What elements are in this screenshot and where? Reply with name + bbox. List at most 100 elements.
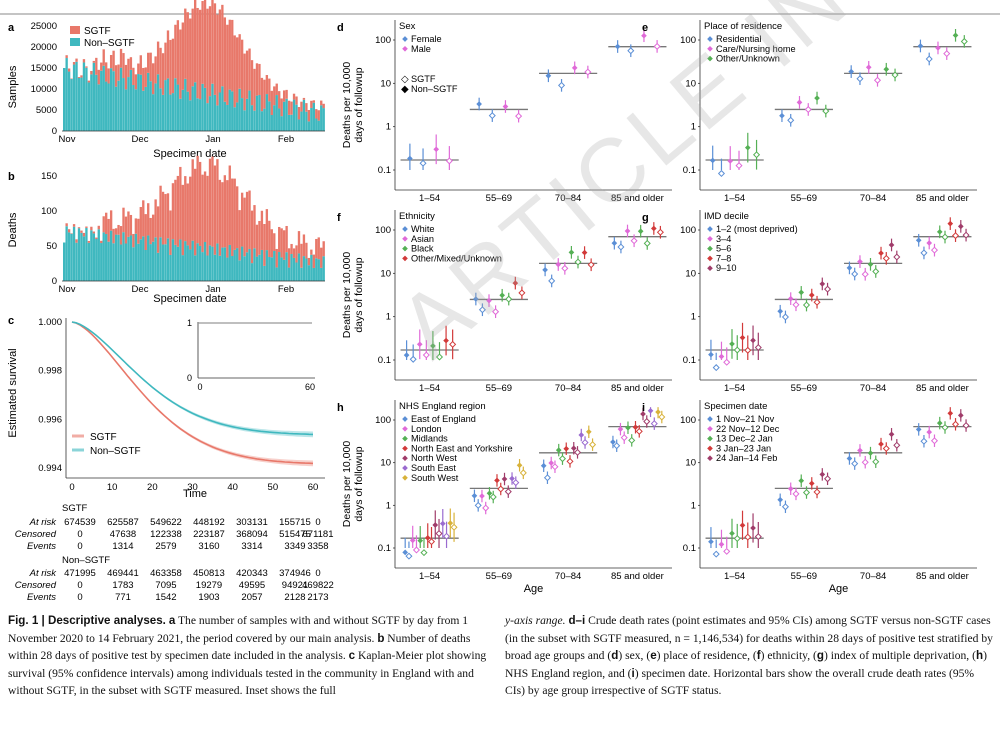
bar-nonsgtf <box>268 101 271 131</box>
legend-item: Other/Mixed/Unknown <box>411 253 502 263</box>
x-axis-title: Specimen date <box>153 293 226 305</box>
bar-nonsgtf <box>260 111 264 131</box>
x-tick-label: 70–84 <box>555 193 581 204</box>
bar-sgtf <box>287 100 291 115</box>
point-nonsgtf <box>627 47 635 55</box>
bar-nonsgtf <box>228 89 231 131</box>
bar-sgtf <box>307 110 311 122</box>
bar-nonsgtf <box>238 88 241 131</box>
bar-sgtf <box>97 225 100 230</box>
bar-nonsgtf <box>181 255 184 281</box>
bar-sgtf <box>156 206 160 253</box>
point-nonsgtf <box>882 444 890 453</box>
bar-nonsgtf <box>179 239 182 281</box>
bar-nonsgtf <box>216 243 219 281</box>
point-nonsgtf <box>822 107 830 115</box>
bar-sgtf <box>77 77 81 78</box>
bar-nonsgtf <box>156 252 160 281</box>
point-nonsgtf <box>435 353 444 361</box>
point-nonsgtf <box>643 239 651 247</box>
risk-cell: 368094 <box>236 529 268 540</box>
panel-b: b Deaths 150 100 50 0 Nov Dec Jan Feb Specimen… <box>7 155 325 305</box>
point-sgtf <box>447 520 454 526</box>
bar-sgtf <box>132 67 135 86</box>
bar-sgtf <box>226 24 229 105</box>
legend-swatch-nonsgtf <box>70 38 80 46</box>
point-sgtf <box>486 490 493 497</box>
point-sgtf <box>402 549 409 556</box>
point-sgtf <box>883 66 890 73</box>
bar-sgtf <box>302 97 306 100</box>
bar-sgtf <box>273 233 276 252</box>
bar-sgtf <box>105 212 108 235</box>
bar-nonsgtf <box>63 68 66 131</box>
point-nonsgtf <box>515 112 523 120</box>
bar-nonsgtf <box>171 93 175 131</box>
bar-sgtf <box>221 4 224 87</box>
bar-sgtf <box>159 185 162 238</box>
risk-cell: 515475 <box>279 529 311 540</box>
point-nonsgtf <box>497 485 505 493</box>
bar-nonsgtf <box>285 252 288 281</box>
bar-nonsgtf <box>112 243 115 281</box>
bar-nonsgtf <box>213 94 217 131</box>
bar-sgtf <box>280 98 283 117</box>
bar-sgtf <box>213 165 217 255</box>
y-tick-label: 100 <box>41 206 57 217</box>
bar-nonsgtf <box>275 95 278 131</box>
bar-nonsgtf <box>105 234 108 281</box>
legend-swatch <box>707 245 713 252</box>
point-nonsgtf <box>951 232 960 240</box>
point-nonsgtf <box>551 463 559 471</box>
bar-sgtf <box>245 50 249 99</box>
bar-nonsgtf <box>196 98 199 131</box>
risk-cell: 0 <box>77 580 82 591</box>
legend-swatch <box>402 435 408 442</box>
risk-row-label: At risk <box>29 517 58 528</box>
point-nonsgtf <box>658 413 666 421</box>
bar-nonsgtf <box>80 77 83 131</box>
y-tick-label: 100 <box>375 415 391 426</box>
legend-swatch <box>402 226 408 232</box>
legend-swatch <box>707 445 713 452</box>
bar-nonsgtf <box>275 267 278 281</box>
point-sgtf <box>486 297 492 304</box>
bar-sgtf <box>166 30 170 79</box>
point-nonsgtf <box>630 237 638 245</box>
bar-nonsgtf <box>245 252 249 281</box>
bar-sgtf <box>95 237 98 240</box>
panel-label: h <box>337 402 344 414</box>
bar-nonsgtf <box>236 248 239 281</box>
risk-row-label: Events <box>27 541 56 552</box>
risk-cell: 671181 <box>303 529 334 540</box>
legend-item: Male <box>411 44 431 54</box>
bar-sgtf <box>154 199 157 238</box>
legend-item: 1–2 (most deprived) <box>716 224 798 234</box>
bar-nonsgtf <box>285 98 288 131</box>
legend-title: Place of residence <box>704 21 782 32</box>
point-sgtf <box>777 496 784 503</box>
point-nonsgtf <box>584 68 592 76</box>
point-nonsgtf <box>873 76 882 84</box>
risk-cell: 1903 <box>198 592 219 603</box>
y-tick-label: 10 <box>685 78 696 89</box>
point-nonsgtf <box>435 530 443 538</box>
bar-sgtf <box>67 229 71 233</box>
point-sgtf <box>624 228 631 234</box>
point-nonsgtf <box>744 346 752 354</box>
legend-swatch <box>707 36 713 42</box>
point-sgtf <box>779 112 785 119</box>
point-sgtf <box>888 431 895 438</box>
bar-sgtf <box>198 161 202 246</box>
point-nonsgtf <box>650 420 658 428</box>
point-sgtf <box>545 72 552 79</box>
x-tick-label: Feb <box>278 284 294 295</box>
risk-cell: 1542 <box>155 592 176 603</box>
legend-title: NHS England region <box>399 401 486 412</box>
point-sgtf <box>555 261 562 268</box>
risk-cell: 2128 <box>284 592 305 603</box>
inset-ytick: 1 <box>187 318 192 328</box>
bar-sgtf <box>250 60 254 106</box>
bar-sgtf <box>223 175 227 248</box>
